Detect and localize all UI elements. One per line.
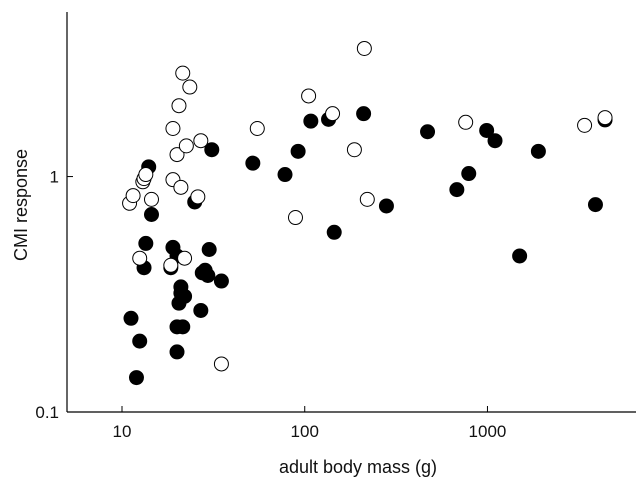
open-data-point — [138, 167, 154, 183]
filled-data-point — [461, 166, 477, 182]
open-data-point — [356, 40, 372, 56]
filled-data-point — [449, 182, 465, 198]
open-data-point — [301, 88, 317, 104]
filled-data-point — [487, 133, 503, 149]
filled-data-point — [245, 155, 261, 171]
y-tick-label: 1 — [50, 168, 59, 187]
open-data-point — [143, 191, 159, 207]
open-data-point — [287, 210, 303, 226]
y-tick-label: 0.1 — [35, 403, 59, 422]
filled-data-point — [169, 344, 185, 360]
open-data-point — [171, 98, 187, 114]
open-data-point — [163, 257, 179, 273]
x-tick-label: 10 — [113, 422, 132, 441]
open-data-point — [577, 117, 593, 133]
x-axis-label: adult body mass (g) — [279, 457, 437, 477]
filled-data-point — [587, 197, 603, 213]
filled-data-point — [169, 319, 185, 335]
filled-data-point — [326, 224, 342, 240]
open-data-point — [178, 138, 194, 154]
axis-ticks: 10 100 1000 0.1 1 — [35, 168, 506, 441]
filled-data-point — [213, 273, 229, 289]
open-data-point — [190, 189, 206, 205]
filled-data-point — [173, 285, 189, 301]
open-data-point — [177, 250, 193, 266]
open-data-point — [213, 356, 229, 372]
open-data-point — [169, 147, 185, 163]
open-data-point — [249, 121, 265, 137]
x-tick-label: 1000 — [469, 422, 507, 441]
filled-data-point — [204, 142, 220, 158]
x-tick-label: 100 — [291, 422, 319, 441]
filled-data-point — [420, 124, 436, 140]
filled-data-point — [201, 242, 217, 258]
filled-data-point — [479, 122, 495, 138]
open-data-point — [359, 191, 375, 207]
data-points — [122, 40, 613, 386]
filled-data-point — [356, 106, 372, 122]
plot-frame — [66, 12, 636, 413]
filled-data-point — [200, 267, 216, 283]
open-data-point — [346, 142, 362, 158]
open-data-point — [175, 65, 191, 81]
open-data-point — [182, 79, 198, 95]
y-axis-label: CMI response — [11, 149, 31, 261]
open-data-point — [173, 179, 189, 195]
filled-data-point — [143, 207, 159, 223]
open-data-point — [132, 250, 148, 266]
filled-data-point — [290, 143, 306, 159]
open-data-point — [458, 114, 474, 130]
open-data-point — [125, 188, 141, 204]
filled-data-point — [123, 310, 139, 326]
open-data-point — [193, 133, 209, 149]
filled-data-point — [138, 235, 154, 251]
filled-data-point — [277, 167, 293, 183]
filled-data-point — [132, 333, 148, 349]
filled-data-point — [378, 198, 394, 214]
open-data-point — [325, 106, 341, 122]
open-data-point — [165, 121, 181, 137]
filled-data-point — [512, 248, 528, 264]
open-data-point — [597, 110, 613, 126]
filled-data-point — [303, 113, 319, 129]
filled-data-point — [530, 143, 546, 159]
filled-data-point — [193, 302, 209, 318]
filled-data-point — [128, 370, 144, 386]
